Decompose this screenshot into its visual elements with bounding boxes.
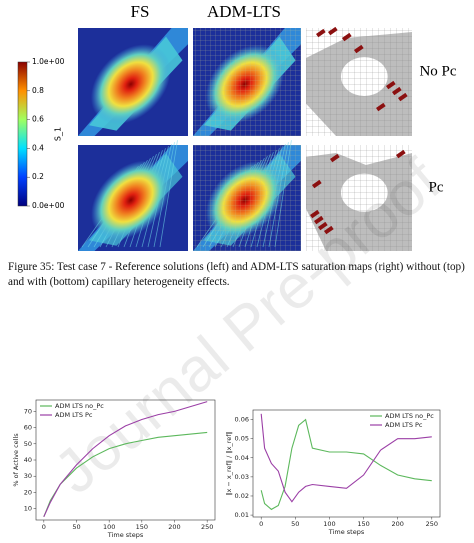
column-header: FS <box>131 2 150 21</box>
active-cells <box>342 32 352 42</box>
active-cells <box>315 28 326 38</box>
x-tick-label: 100 <box>103 523 115 531</box>
x-axis-label: Time steps <box>107 531 144 539</box>
x-tick-label: 150 <box>357 520 369 528</box>
active-cells <box>386 80 396 90</box>
y-tick-label: 60 <box>24 424 32 432</box>
legend-label: ADM LTS Pc <box>55 411 93 419</box>
y-tick-label: 70 <box>24 407 32 415</box>
active-cells <box>398 92 408 102</box>
x-tick-label: 0 <box>42 523 46 531</box>
y-tick-label: 0.06 <box>235 416 249 424</box>
active-cells <box>329 153 340 163</box>
y-axis-label: ‖x − x_ref‖ / ‖x_ref‖ <box>225 431 233 496</box>
x-tick-label: 200 <box>391 520 403 528</box>
active-cells <box>314 215 324 225</box>
y-tick-label: 0.03 <box>235 473 249 481</box>
x-tick-label: 50 <box>72 523 80 531</box>
grid <box>306 28 412 136</box>
y-tick-label: 0.05 <box>235 435 249 443</box>
saturation-maps <box>78 26 412 251</box>
series-line <box>260 413 432 503</box>
x-tick-label: 250 <box>426 520 438 528</box>
active-cells <box>312 179 322 189</box>
y-tick-label: 30 <box>24 472 32 480</box>
x-tick-label: 50 <box>291 520 299 528</box>
colorbar-tick-label: 0.6 <box>32 115 44 124</box>
y-tick-label: 20 <box>24 488 32 496</box>
active-cells <box>317 221 328 231</box>
plume-core <box>91 160 171 240</box>
legend-label: ADM LTS no_Pc <box>55 402 104 410</box>
active-cells <box>392 86 402 96</box>
caption: Figure 35: Test case 7 - Reference solut… <box>8 261 465 288</box>
x-tick-label: 0 <box>259 520 263 528</box>
active-cells <box>353 44 364 54</box>
legend-label: ADM LTS no_Pc <box>385 412 434 420</box>
colorbar-label: S_1 <box>54 127 63 141</box>
colorbar-tick-label: 0.0e+00 <box>32 201 65 210</box>
y-tick-label: 50 <box>24 440 32 448</box>
plot-frame <box>252 409 441 518</box>
active-cells <box>328 26 338 36</box>
y-tick-label: 10 <box>24 505 32 513</box>
legend-label: ADM LTS Pc <box>385 421 423 429</box>
x-axis-label: Time steps <box>328 528 365 536</box>
grid <box>306 145 412 251</box>
x-tick-label: 200 <box>168 523 180 531</box>
active-cells <box>376 102 386 112</box>
y-axis-label: % of Active cells <box>12 433 20 487</box>
colorbar-tick-label: 0.4 <box>32 143 44 152</box>
y-tick-label: 0.01 <box>235 511 249 519</box>
row-label: No Pc <box>419 63 456 79</box>
colorbar <box>17 61 28 207</box>
adm-grid <box>193 145 301 251</box>
x-tick-label: 100 <box>323 520 335 528</box>
active-cells <box>324 225 334 235</box>
x-tick-label: 150 <box>136 523 148 531</box>
colorbar-tick-label: 0.8 <box>32 86 44 95</box>
series-line <box>43 401 208 518</box>
plume-core <box>90 44 171 125</box>
y-tick-label: 0.04 <box>235 454 249 462</box>
y-tick-label: 0.02 <box>235 492 249 500</box>
series-line <box>260 418 432 511</box>
active-cells <box>395 149 406 159</box>
adm-grid <box>193 28 301 136</box>
colorbar-tick-label: 1.0e+00 <box>32 57 65 66</box>
x-tick-label: 250 <box>201 523 213 531</box>
y-tick-label: 40 <box>24 456 32 464</box>
active-cells <box>309 209 320 219</box>
row-label: Pc <box>429 179 444 195</box>
column-header: ADM-LTS <box>207 2 281 21</box>
colorbar-tick-label: 0.2 <box>32 172 44 181</box>
